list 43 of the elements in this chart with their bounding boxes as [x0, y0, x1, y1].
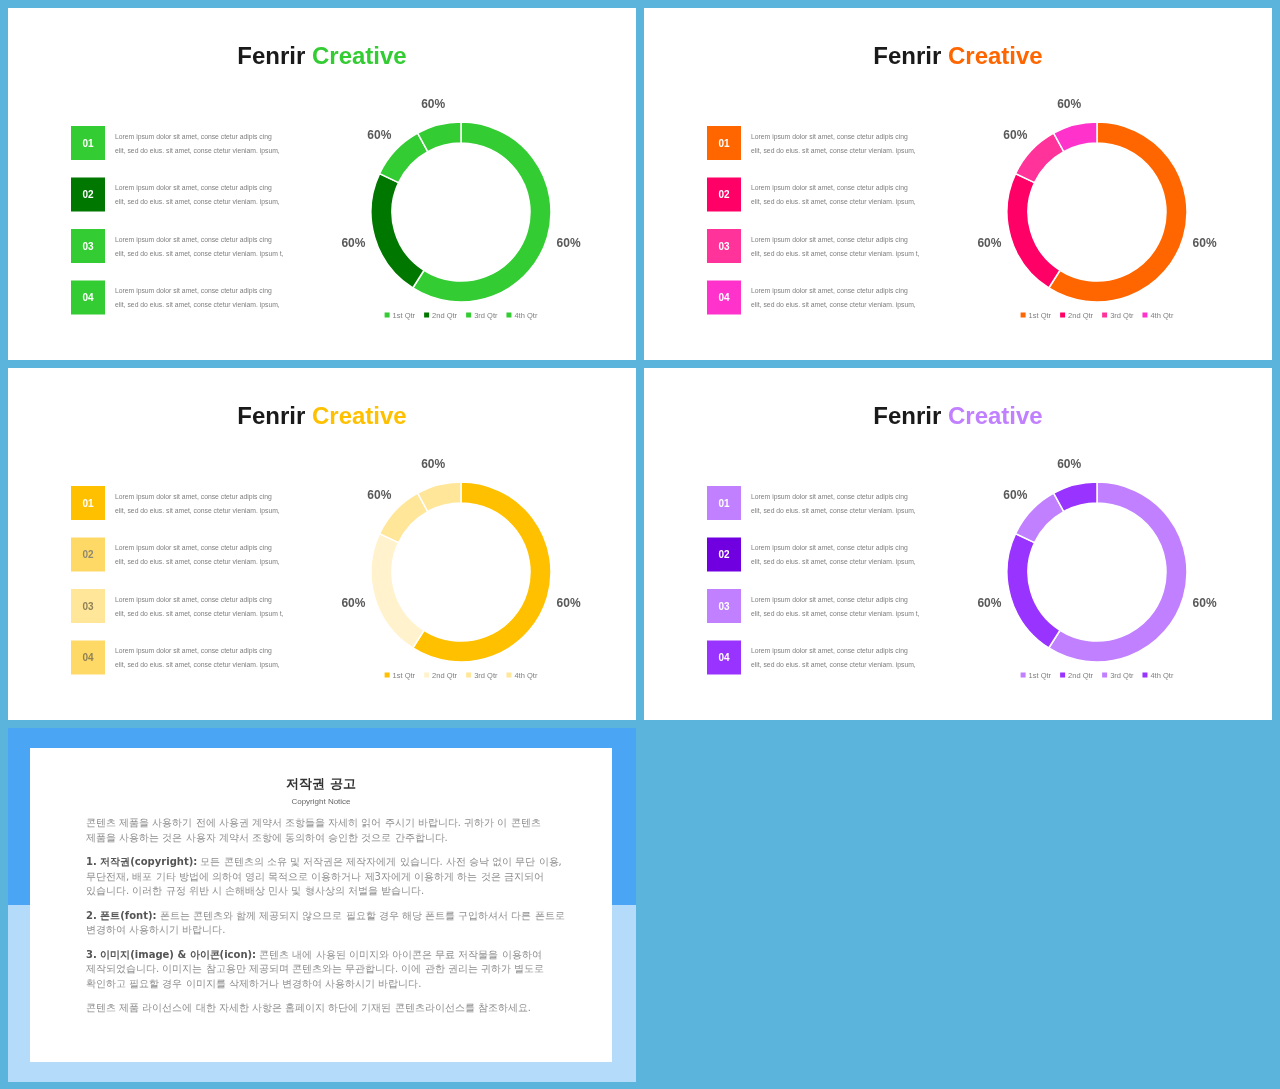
- text: 60%: [421, 96, 446, 111]
- text: 60%: [1057, 456, 1082, 471]
- chart-title: Fenrir Creative: [873, 42, 1043, 69]
- text: 1. 저작권(copyright): 모든 콘텐츠의 소유 및 저작권은 제작자에게 있습니다. 사전 승낙 없이 무단 이용, 무단전재, 배포 기타 방법에 의하여 영리 목적으로 이용하거나 제3자에게 이용하게 하는 것은 금지되어 있습니다. 이러한 규정 위반 시 손해배상 민사 및 형사상의 처벌을 받습니다.: [86, 856, 562, 896]
- text: 60%: [556, 236, 581, 251]
- text: 2. 폰트(font): 폰트는 콘텐츠와 함께 제공되지 않으므로 필요할 경우 해당 폰트를 구입하셔서 다른 폰트로 변경하여 사용하시기 바랍니다.: [86, 909, 565, 935]
- text: 03: [82, 240, 94, 252]
- text: Copyright Notice: [291, 797, 352, 806]
- text: 60%: [977, 596, 1002, 611]
- text: 01: [82, 497, 94, 509]
- text: 60%: [977, 236, 1002, 251]
- text: 01: [82, 137, 94, 149]
- text: 60%: [1192, 236, 1217, 251]
- chart-title: Fenrir Creative: [237, 402, 407, 429]
- text: 60%: [1003, 488, 1028, 503]
- text: 60%: [367, 128, 392, 143]
- text: 04: [718, 652, 730, 663]
- text: 60%: [341, 236, 366, 251]
- text: 01: [718, 497, 730, 509]
- text: 콘텐츠 제품을 사용하기 전에 사용권 계약서 조항들을 자세히 읽어 주시기 바랍니다. 귀하가 이 콘텐츠 제품을 사용하는 것은 사용자 계약서 조항에 동의하여 승인한 것으로 간주합니다.: [86, 817, 541, 843]
- text: 60%: [1192, 596, 1217, 611]
- text: 02: [718, 549, 730, 560]
- text: 04: [718, 292, 730, 303]
- text: 60%: [421, 456, 446, 471]
- chart-title: Fenrir Creative: [237, 42, 407, 69]
- text: 03: [718, 600, 730, 612]
- text: 60%: [556, 596, 581, 611]
- text: 60%: [367, 488, 392, 503]
- text: 60%: [1057, 96, 1082, 111]
- text: 03: [82, 600, 94, 612]
- text: 저작권 공고: [286, 776, 356, 791]
- text: 02: [82, 549, 94, 560]
- text: 02: [718, 189, 730, 200]
- text: 콘텐츠 제품 라이선스에 대한 자세한 사항은 홈페이지 하단에 기재된 콘텐츠라이선스를 참조하세요.: [86, 1002, 531, 1013]
- text: 04: [82, 292, 94, 303]
- text: 60%: [341, 596, 366, 611]
- text: 04: [82, 652, 94, 663]
- text: 60%: [1003, 128, 1028, 143]
- text: 02: [82, 189, 94, 200]
- text: 03: [718, 240, 730, 252]
- chart-title: Fenrir Creative: [873, 402, 1043, 429]
- text: 3. 이미지(image) & 아이콘(icon): 콘텐츠 내에 사용된 이미지와 아이콘은 무료 저작물을 이용하여 제작되었습니다. 이미지는 참고용만 제공되며 콘텐츠와는 무관합니다. 이에 관한 권리는 귀하가 별도로 확인하고 필요할 경우 이미지를 삭제하거나 변경하여 사용하시기 바랍니다.: [86, 948, 545, 989]
- text: 01: [718, 137, 730, 149]
